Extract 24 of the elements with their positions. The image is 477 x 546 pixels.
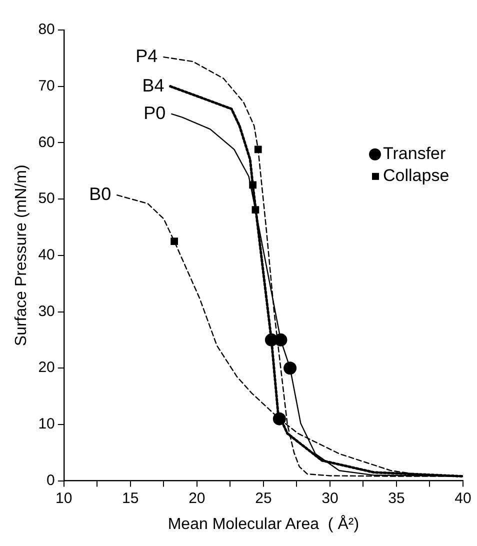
x-tick-label: 30 — [322, 490, 338, 507]
y-tick-label: 40 — [38, 246, 55, 264]
legend-label: Collapse — [383, 166, 450, 186]
y-tick-label: 60 — [38, 134, 55, 151]
y-tick-label: 80 — [38, 21, 55, 38]
y-tick-label: 50 — [38, 190, 55, 208]
y-tick-label: 70 — [38, 77, 55, 94]
x-axis-title: Mean Molecular Area ( Å²) — [168, 514, 360, 533]
y-tick-label: 0 — [46, 472, 55, 489]
x-tick-label: 10 — [56, 490, 72, 507]
x-tick-label: 35 — [388, 490, 405, 507]
y-tick-label: 10 — [38, 416, 55, 433]
x-tick-label: 20 — [188, 490, 206, 507]
x-tick-label: 40 — [454, 490, 472, 507]
y-tick-label: 20 — [38, 359, 55, 376]
series-label: B4 — [142, 75, 164, 96]
series-label: P0 — [144, 102, 166, 123]
x-tick-label: 15 — [122, 490, 139, 507]
series-label: B0 — [89, 184, 112, 204]
legend-label: Transfer — [383, 144, 446, 164]
series-label: P4 — [136, 46, 158, 66]
y-axis-title: Surface Pressure (mN/m) — [13, 164, 30, 346]
y-tick-label: 30 — [38, 302, 55, 320]
x-tick-label: 25 — [255, 490, 272, 507]
